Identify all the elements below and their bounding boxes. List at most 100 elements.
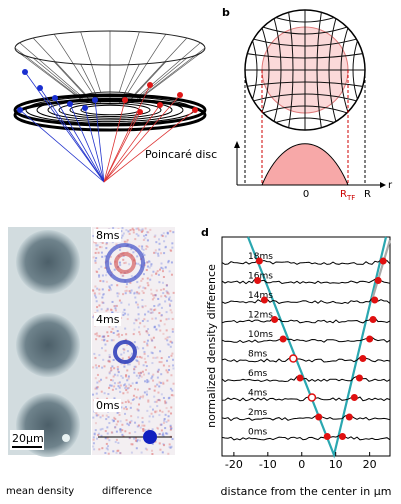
noise-dot [150,288,153,291]
noise-dot [125,333,128,336]
noise-dot [165,329,168,332]
noise-dot [129,406,132,409]
noise-dot [158,312,161,315]
noise-dot [104,255,107,258]
disc-ring [36,97,184,123]
noise-dot [139,355,142,358]
noise-dot [108,325,111,328]
noise-dot [169,428,172,431]
grid-line [316,10,323,130]
noise-dot [95,392,98,395]
edge-point [345,413,353,421]
noise-dot [120,353,123,356]
noise-dot [165,284,168,287]
noise-dot [113,367,116,370]
noise-dot [118,335,121,338]
noise-dot [130,402,133,405]
noise-dot [153,305,156,308]
noise-dot [100,246,103,249]
noise-dot [97,267,100,270]
noise-dot [98,354,101,357]
noise-dot [166,379,169,382]
noise-dot [154,308,157,311]
noise-dot [160,314,163,317]
noise-dot [121,234,124,237]
noise-dot [157,252,160,255]
noise-dot [119,452,122,455]
noise-dot [134,421,137,424]
noise-dot [110,431,113,434]
noise-dot [110,339,113,342]
noise-dot [128,437,131,440]
noise-dot [147,328,150,331]
edge-point [260,296,268,304]
noise-dot [156,383,159,386]
noise-dot [145,390,148,393]
noise-dot [153,395,156,398]
noise-dot [111,300,114,303]
noise-dot [148,260,151,263]
noise-dot [115,387,118,390]
noise-dot [137,347,140,350]
noise-dot [145,234,148,237]
noise-dot [114,307,117,310]
noise-dot [108,386,111,389]
noise-dot [131,398,134,401]
noise-dot [115,430,118,433]
noise-dot [104,451,107,454]
noise-dot [115,451,118,454]
disc-ring [80,104,140,116]
arrow [380,182,386,188]
noise-dot [98,275,101,278]
noise-dot [130,419,133,422]
noise-dot [146,339,149,342]
noise-dot [155,241,158,244]
noise-dot [108,286,111,289]
noise-dot [142,394,145,397]
noise-dot [136,355,139,358]
noise-dot [125,229,128,232]
noise-dot [168,303,171,306]
noise-dot [135,227,138,230]
noise-dot [138,363,141,366]
noise-dot [167,397,170,400]
noise-dot [112,419,115,422]
noise-dot [143,254,146,257]
noise-dot [164,245,167,248]
noise-dot [165,318,168,321]
noise-dot [137,317,140,320]
noise-dot [151,339,154,342]
noise-dot [164,294,167,297]
funnel-diagram [13,30,207,183]
noise-dot [150,351,153,354]
noise-dot [98,335,101,338]
noise-dot [141,305,144,308]
x-axis-label: distance from the center in μm [221,485,392,498]
noise-dot [139,373,142,376]
noise-dot [171,328,174,331]
noise-dot [135,301,138,304]
noise-dot [106,437,109,440]
label: R [364,189,371,200]
cloud [16,313,80,377]
noise-dot [119,384,122,387]
noise-dot [144,313,147,316]
noise-dot [125,283,128,286]
noise-dot [171,352,174,355]
noise-dot [116,374,119,377]
noise-dot [136,303,139,306]
noise-dot [171,330,174,333]
noise-dot [138,439,141,442]
noise-dot [128,290,131,293]
point [177,92,183,98]
noise-dot [168,335,171,338]
noise-dot [94,422,97,425]
disc-ring [58,101,162,119]
noise-dot [100,378,103,381]
noise-dot [155,271,158,274]
noise-dot [100,390,103,393]
grid-line [352,10,365,130]
label-bg [94,313,121,326]
noise-dot [153,296,156,299]
noise-dot [127,401,130,404]
